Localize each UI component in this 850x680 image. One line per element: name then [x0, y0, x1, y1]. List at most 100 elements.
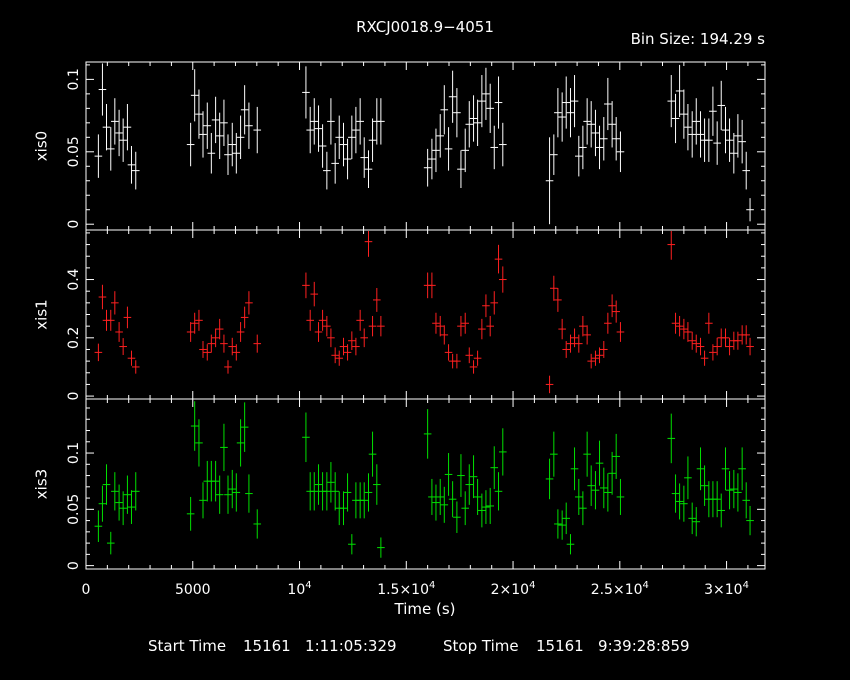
xis1-data-point — [498, 266, 507, 293]
xis0-data-point — [207, 132, 216, 174]
xis3-data-point — [131, 472, 140, 511]
xis3-data-point — [675, 483, 684, 520]
bin-size-label: Bin Size: 194.29 s — [631, 30, 766, 48]
xis3-data-point — [348, 534, 356, 555]
xis1-data-point — [339, 337, 348, 356]
xis0-data-point — [738, 119, 746, 164]
xis3-data-point — [583, 431, 591, 477]
xis0-data-point — [106, 127, 115, 171]
xis3-data-point — [310, 472, 319, 511]
xis0-data-point — [730, 132, 738, 174]
xis1-data-point — [368, 315, 377, 337]
xis0-data-point — [591, 109, 600, 157]
xis0-series — [94, 63, 754, 225]
xis3-data-point — [595, 440, 604, 486]
xis3-data-point — [423, 409, 432, 459]
xis3-data-point — [240, 402, 249, 452]
xis3-data-point — [448, 481, 457, 518]
xis3-data-point — [469, 455, 478, 499]
xis0-data-point — [343, 138, 352, 180]
xis1-data-point — [746, 337, 754, 356]
xis1-y-tick-label: 0.4 — [66, 268, 82, 290]
xis0-data-point — [306, 106, 314, 154]
xis1-data-point — [742, 325, 751, 345]
xis1-data-point — [352, 337, 360, 356]
xis0-data-point — [224, 134, 232, 175]
xis3-data-point — [461, 491, 470, 526]
xis1-data-point — [579, 315, 587, 337]
xis3-data-point — [457, 454, 465, 497]
xis1-data-point — [671, 312, 680, 334]
xis1-data-point — [98, 284, 107, 310]
xis0-data-point — [310, 98, 319, 145]
xis0-data-point — [696, 111, 705, 158]
xis3-data-point — [211, 460, 220, 502]
xis3-data-point — [377, 537, 385, 558]
xis1-data-point — [318, 309, 327, 331]
xis1-data-point — [240, 306, 249, 329]
xis0-data-point — [734, 114, 742, 158]
xis0-data-point — [228, 122, 237, 167]
xis3-data-point — [224, 475, 232, 514]
xis0-data-point — [127, 146, 136, 184]
xis0-data-point — [215, 112, 224, 160]
xis0-data-point — [478, 75, 486, 128]
stop-time-value: 15161 9:39:28:859 — [536, 637, 690, 655]
xis3-data-point — [253, 509, 262, 539]
xis3-data-point — [688, 502, 696, 535]
x-axis-label: Time (s) — [394, 600, 456, 618]
xis1-data-point — [245, 291, 253, 315]
xis0-data-point — [364, 150, 373, 188]
xis0-data-point — [725, 118, 734, 162]
xis1-data-point — [310, 281, 319, 307]
xis0-data-point — [186, 122, 195, 167]
xis1-data-point — [700, 350, 709, 366]
xis0-data-point — [432, 128, 440, 173]
xis0-data-point — [575, 135, 583, 177]
xis1-data-point — [360, 328, 369, 348]
xis0-data-point — [599, 117, 608, 161]
xis3-data-point — [616, 478, 625, 515]
xis0-data-point — [667, 75, 676, 128]
xis1-data-point — [453, 353, 461, 369]
x-tick-label: 5000 — [175, 582, 211, 598]
xis0-data-point — [436, 114, 445, 158]
xis0-data-point — [98, 63, 107, 116]
xis1-data-point — [253, 334, 262, 353]
xis1-data-point — [327, 328, 335, 348]
xis3-data-point — [579, 491, 587, 526]
xis1-data-point — [696, 337, 705, 356]
x-tick-labels: 0 5000 104 1.5×104 2×104 2.5×104 3×104 — [82, 580, 749, 598]
xis3-data-point — [717, 493, 726, 528]
xis3-data-point — [566, 534, 575, 555]
xis3-data-point — [587, 465, 595, 506]
xis0-data-point — [111, 98, 119, 145]
xis1-data-point — [494, 244, 503, 274]
x-tick-label: 3×104 — [704, 580, 749, 598]
xis1-data-point — [364, 231, 373, 257]
xis1-data-point — [604, 312, 612, 334]
xis3-data-point — [667, 413, 676, 464]
xis1-data-point — [545, 375, 554, 394]
xis0-data-point — [684, 104, 692, 151]
xis3-data-point — [123, 475, 132, 514]
xis1-data-point — [713, 337, 721, 356]
xis1-data-point — [721, 328, 730, 348]
xis1-data-point — [616, 322, 625, 342]
xis1-data-point — [186, 322, 195, 342]
xis1-data-point — [306, 309, 314, 331]
xis1-frame — [85, 229, 766, 400]
xis0-data-point — [123, 104, 132, 151]
xis1-data-point — [558, 318, 566, 340]
xis3-data-point — [738, 447, 746, 491]
xis0-data-point — [190, 69, 199, 122]
panel-xis1: 0 0.2 0.4 xis1 — [33, 229, 766, 401]
xis1-data-point — [377, 315, 385, 337]
xis1-data-point — [432, 312, 440, 334]
xis3-data-point — [599, 467, 608, 509]
xis1-data-point — [684, 322, 692, 342]
xis0-data-point — [675, 64, 684, 118]
xis0-data-point — [220, 99, 228, 146]
xis0-data-point — [94, 134, 103, 178]
xis3-data-point — [725, 471, 734, 510]
